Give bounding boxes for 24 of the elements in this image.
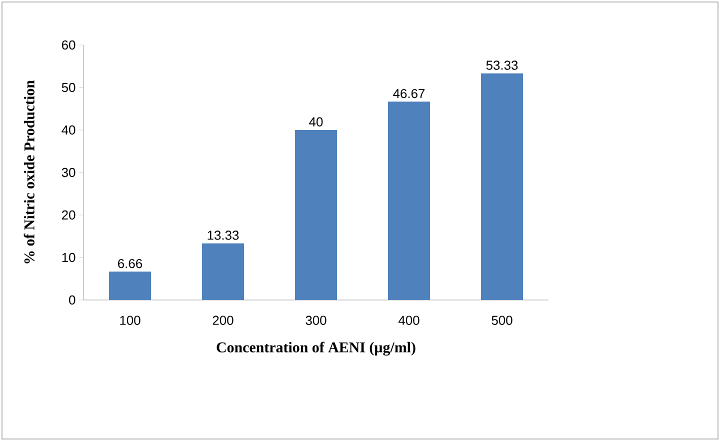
bar <box>202 243 244 300</box>
y-tick-label: 50 <box>62 82 76 92</box>
x-tick-label: 300 <box>306 316 326 325</box>
y-tick-label: 60 <box>62 40 76 50</box>
data-label: 46.67 <box>393 88 425 98</box>
data-label: 40 <box>309 117 323 126</box>
x-tick-label: 200 <box>212 316 234 325</box>
x-tick-label: 100 <box>120 316 140 325</box>
y-tick-label: 10 <box>62 252 76 262</box>
data-label: 53.33 <box>486 60 518 70</box>
y-axis-title: % of Nitric oxide Production <box>24 80 34 264</box>
y-tick-label: 40 <box>62 125 76 135</box>
y-tick-label: 20 <box>62 210 76 220</box>
x-tick-label: 500 <box>492 316 512 325</box>
x-tick-label: 400 <box>398 316 420 325</box>
bar <box>481 73 524 300</box>
y-tick-label: 0 <box>69 295 76 305</box>
bar <box>109 272 152 300</box>
y-tick-label: 30 <box>62 168 76 178</box>
data-label: 13.33 <box>208 230 239 240</box>
bar <box>388 102 430 300</box>
bar <box>295 130 338 300</box>
data-label: 6.66 <box>118 258 142 268</box>
x-axis-title: Concentration of AENI (µg/ml) <box>216 342 416 356</box>
